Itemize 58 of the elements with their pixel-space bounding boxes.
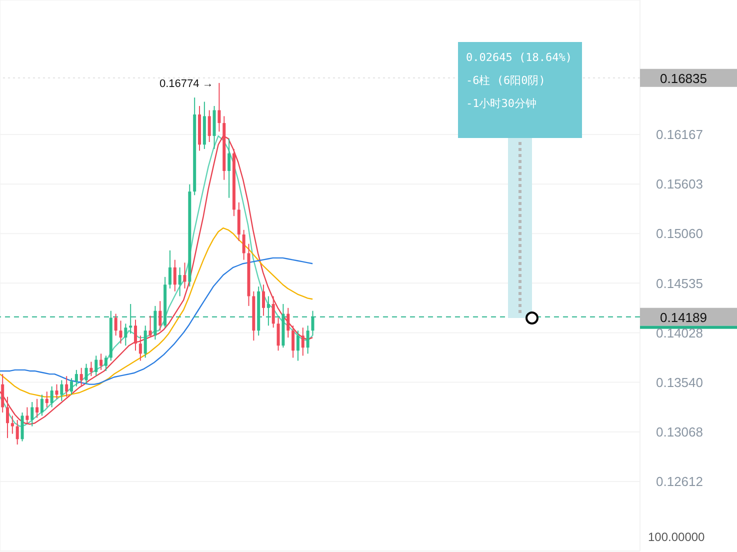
annotation: -1小时30分钟: [466, 96, 538, 112]
info-box: 0.02645 (18.64%) -6柱 (6阳0阴) -1小时30分钟: [458, 42, 582, 138]
candlestick: [292, 325, 295, 358]
candlestick: [242, 229, 246, 260]
candlestick: [114, 313, 118, 336]
ref-line-label: 0.14189: [660, 310, 707, 325]
annotation: -6柱 (6阳0阴): [466, 73, 546, 89]
candlestick: [40, 394, 44, 416]
candlestick: [262, 284, 266, 316]
candlestick: [45, 391, 48, 408]
candlestick: [60, 380, 64, 402]
candlestick: [306, 325, 310, 354]
candlestick: [55, 384, 58, 400]
y-tick-label: 0.16167: [656, 127, 703, 142]
y-tick-label: 0.14028: [656, 325, 703, 340]
annotation: 0.02645 (18.64%): [466, 50, 573, 66]
candlestick: [104, 355, 108, 372]
candlestick: [10, 415, 14, 434]
candlestick: [272, 296, 275, 328]
text: 100.00000: [648, 530, 705, 544]
candlestick: [296, 330, 300, 362]
candlestick: [119, 320, 122, 344]
y-tick-label: 0.15060: [656, 226, 703, 242]
annotation: 0.16774 →: [159, 78, 214, 90]
candlestick: [138, 335, 142, 362]
candlestick: [168, 250, 172, 289]
candlestick: [90, 361, 93, 377]
ref-line-label: 0.16835: [660, 70, 707, 86]
y-tick-label: 0.15603: [656, 176, 703, 192]
candlestick: [218, 82, 221, 132]
candlestick: [208, 110, 211, 143]
candlestick: [74, 369, 78, 387]
candlestick: [36, 398, 39, 418]
candlestick: [158, 300, 162, 332]
candlestick: [173, 259, 176, 292]
y-tick-label: 0.14535: [656, 276, 703, 291]
candlestick: [134, 319, 138, 352]
candlestick: [100, 353, 103, 370]
candlestick: [183, 262, 186, 289]
candlestick: [20, 412, 24, 442]
candlestick: [301, 327, 304, 356]
candlestick: [124, 323, 128, 346]
candlestick: [276, 317, 280, 352]
candlestick: [178, 266, 182, 297]
y-tick-label: 0.12612: [656, 474, 703, 490]
candlestick: [30, 402, 34, 427]
y-tick-label: 0.13540: [656, 374, 703, 390]
candlestick: [65, 376, 68, 398]
candlestick: [84, 363, 88, 385]
candlestick: [50, 386, 54, 408]
candlestick: [228, 138, 231, 198]
candlestick: [144, 325, 147, 358]
candlestick: [80, 367, 83, 387]
candlestick: [286, 307, 290, 338]
candlestick: [94, 355, 98, 377]
y-tick-label: 0.13068: [656, 424, 703, 440]
candlestick: [148, 315, 152, 338]
candlestick: [70, 378, 74, 396]
